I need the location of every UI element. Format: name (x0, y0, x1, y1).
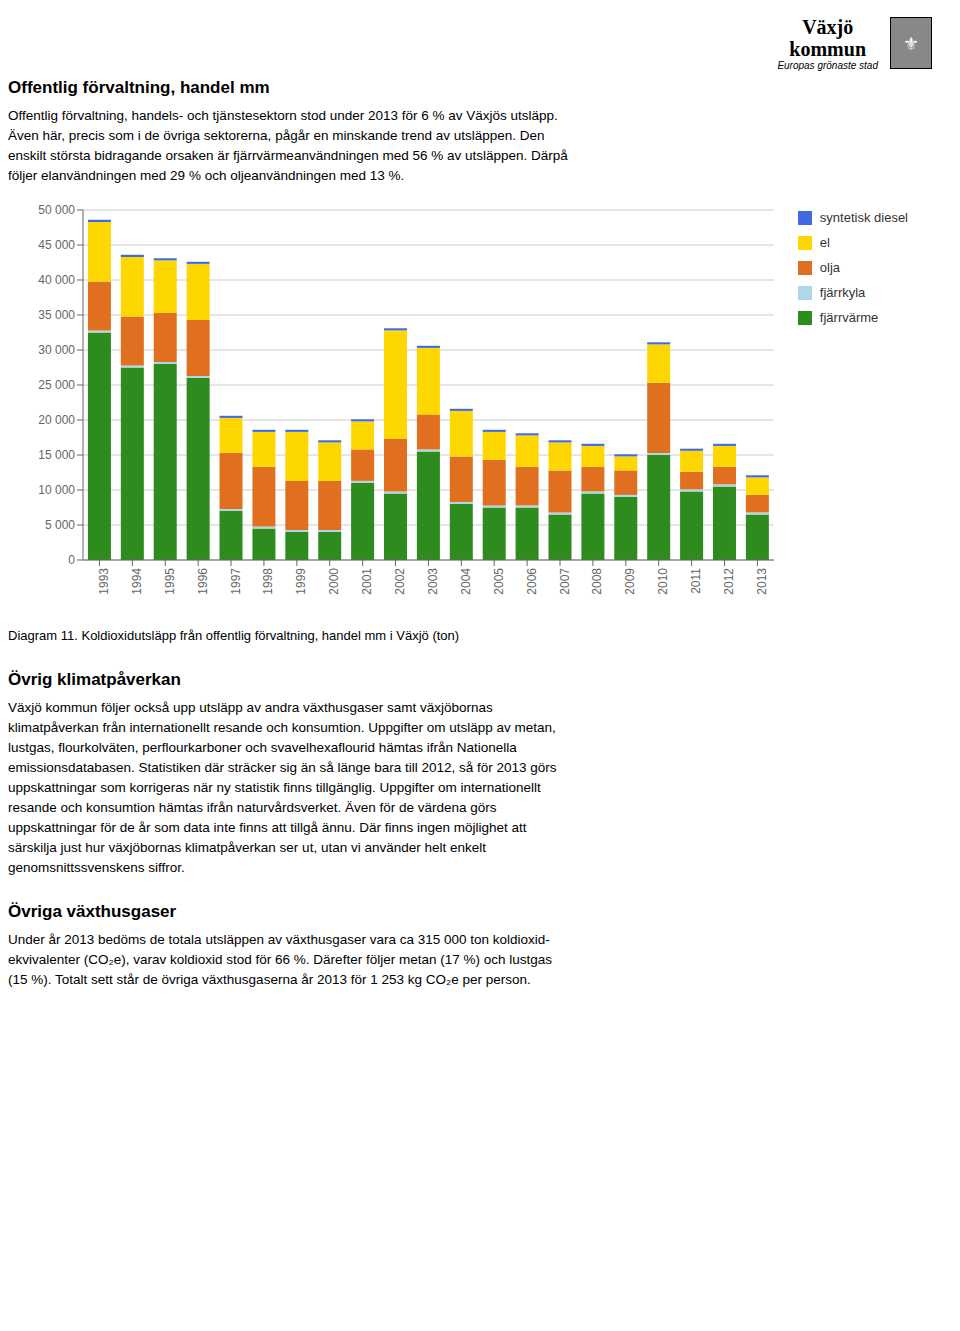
html-text:Även här, precis som i de övri: Även här, precis som i de övriga sektore… (8, 128, 545, 143)
html-text:särskilja just hur växjöbornas: särskilja just hur växjöbornas klimatpåv… (8, 840, 486, 855)
svg-text:1994: 1994 (130, 568, 144, 595)
svg-text:30 000: 30 000 (38, 343, 75, 357)
svg-text:45 000: 45 000 (38, 238, 75, 252)
html-text:klimatpåverkan från internatio: klimatpåverkan från internationellt resa… (8, 720, 556, 735)
svg-text:2005: 2005 (492, 568, 506, 595)
svg-text:1996: 1996 (196, 568, 210, 595)
svg-text:40 000: 40 000 (38, 273, 75, 287)
html-text:lustgas, flourkolväten, perflo: lustgas, flourkolväten, perflourkarboner… (8, 740, 517, 755)
svg-text:20 000: 20 000 (38, 413, 75, 427)
svg-text:2004: 2004 (459, 568, 473, 595)
svg-text:1999: 1999 (294, 568, 308, 595)
svg-text:1995: 1995 (163, 568, 177, 595)
html-text:Offentlig förvaltning, handel: Offentlig förvaltning, handel mm (8, 78, 270, 97)
svg-text:2001: 2001 (360, 568, 374, 595)
html-text:el: el (819, 235, 830, 250)
svg-text:35 000: 35 000 (38, 308, 75, 322)
html-text:Under år 2013 bedöms de totala: Under år 2013 bedöms de totala utsläppen… (8, 932, 550, 947)
html-text:Offentlig förvaltning, handels: Offentlig förvaltning, handels- och tjän… (8, 108, 558, 123)
svg-text:1997: 1997 (229, 568, 243, 595)
svg-text:2002: 2002 (393, 568, 407, 595)
html-text:Övriga växthusgaser: Övriga växthusgaser (8, 902, 177, 921)
html-text:Växjö: Växjö (802, 15, 854, 38)
html-text:fjärrvärme: fjärrvärme (819, 310, 879, 325)
svg-text:2003: 2003 (426, 568, 440, 595)
svg-text:1993: 1993 (97, 568, 111, 595)
svg-text:2008: 2008 (590, 568, 604, 595)
html-text:enskilt största bidragande ors: enskilt största bidragande orsaken är fj… (8, 148, 568, 163)
svg-text:2012: 2012 (722, 568, 736, 595)
html-text:Diagram 11. Koldioxidutsläpp f: Diagram 11. Koldioxidutsläpp från offent… (8, 628, 460, 643)
svg-text:2007: 2007 (558, 568, 572, 595)
svg-text:2000: 2000 (327, 568, 341, 595)
html-text:uppskattningar som korrigeras: uppskattningar som korrigeras när ny sta… (8, 780, 541, 795)
svg-text:25 000: 25 000 (38, 378, 75, 392)
html-text:följer elanvändningen med 29 %: följer elanvändningen med 29 % och oljea… (8, 168, 405, 183)
html-text:Växjö kommun följer också upp: Växjö kommun följer också upp utsläpp av… (8, 700, 493, 715)
html-text:Övrig klimatpåverkan: Övrig klimatpåverkan (8, 670, 181, 689)
html-text:(15 %). Totalt sett står de öv: (15 %). Totalt sett står de övriga växth… (8, 972, 531, 987)
svg-text:2013: 2013 (755, 568, 769, 595)
html-text:olja: olja (819, 260, 841, 275)
html-text:resande och konsumtion hämtas: resande och konsumtion hämtas ifrån natu… (8, 800, 497, 815)
svg-text:2009: 2009 (623, 568, 637, 595)
svg-text:15 000: 15 000 (38, 448, 75, 462)
html-text:kommun: kommun (789, 37, 866, 60)
html-text:genomsnittssvenskens siffror.: genomsnittssvenskens siffror. (8, 860, 185, 875)
svg-text:1998: 1998 (261, 568, 275, 595)
html-text:Europas grönaste stad: Europas grönaste stad (777, 59, 878, 71)
svg-text:2006: 2006 (525, 568, 539, 595)
svg-text:5 000: 5 000 (45, 518, 75, 532)
svg-text:0: 0 (68, 553, 75, 567)
html-text:fjärrkyla: fjärrkyla (819, 285, 866, 300)
html-text:syntetisk diesel: syntetisk diesel (819, 210, 908, 225)
svg-text:50 000: 50 000 (38, 203, 75, 217)
html-text:uppskattningar för de år som d: uppskattningar för de år som data inte f… (8, 820, 527, 835)
svg-text:2011: 2011 (689, 568, 703, 594)
html-text:ekvivalenter (CO₂e), varav kol: ekvivalenter (CO₂e), varav koldioxid sto… (8, 952, 552, 967)
svg-text:2010: 2010 (656, 568, 670, 595)
html-text:emissionsdatabasen. Statistike: emissionsdatabasen. Statistiken där strä… (8, 760, 557, 775)
svg-text:10 000: 10 000 (38, 483, 75, 497)
